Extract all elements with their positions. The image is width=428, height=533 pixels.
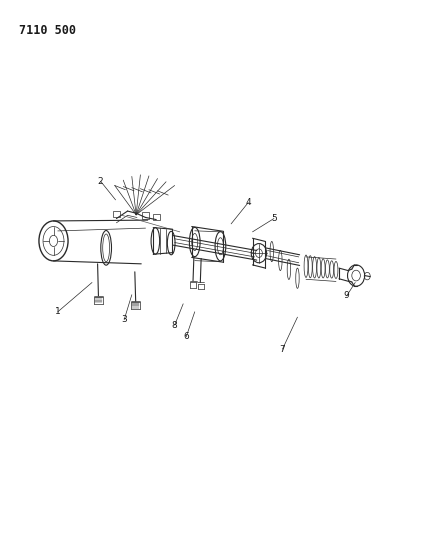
Text: 7: 7 xyxy=(279,345,285,353)
Text: 2: 2 xyxy=(98,177,104,185)
Text: 3: 3 xyxy=(121,316,127,324)
Text: 6: 6 xyxy=(183,333,189,341)
Text: 5: 5 xyxy=(271,214,277,223)
Text: 4: 4 xyxy=(245,198,251,207)
Text: 9: 9 xyxy=(344,292,350,300)
Text: 1: 1 xyxy=(55,308,61,316)
Text: 8: 8 xyxy=(172,321,178,329)
Text: 7110 500: 7110 500 xyxy=(19,24,76,37)
